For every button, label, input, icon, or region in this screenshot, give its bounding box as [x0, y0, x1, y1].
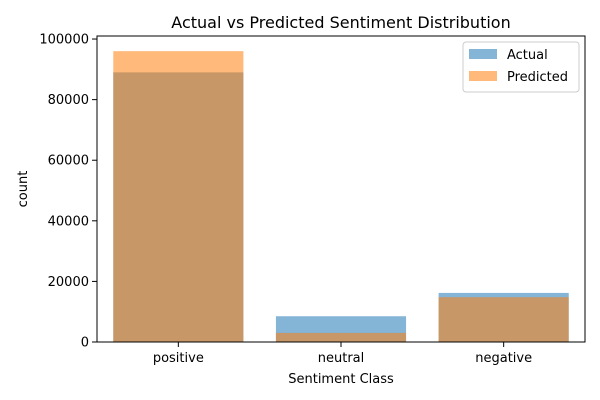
x-tick-label-negative: negative — [475, 351, 532, 366]
y-tick-label: 60000 — [48, 154, 89, 169]
bars-group — [113, 51, 569, 343]
x-tick-label-positive: positive — [153, 351, 204, 366]
x-axis-label: Sentiment Class — [288, 372, 394, 387]
x-axis: positive neutral negative — [153, 342, 532, 366]
legend: Actual Predicted — [462, 41, 580, 93]
legend-swatch-actual — [469, 49, 497, 59]
legend-label-actual: Actual — [507, 48, 548, 63]
y-tick-label: 40000 — [48, 214, 89, 229]
bar-predicted-positive — [113, 51, 244, 343]
bar-predicted-negative — [438, 297, 569, 342]
y-axis: 0 20000 40000 60000 80000 100000 — [39, 33, 97, 351]
y-tick-label: 80000 — [48, 93, 89, 108]
y-tick-label: 100000 — [39, 33, 89, 48]
chart-title: Actual vs Predicted Sentiment Distributi… — [171, 13, 510, 32]
legend-label-predicted: Predicted — [507, 70, 568, 85]
y-axis-label: count — [16, 171, 31, 208]
bar-predicted-neutral — [275, 332, 407, 342]
x-tick-label-neutral: neutral — [318, 351, 365, 366]
legend-swatch-predicted — [469, 71, 497, 81]
y-tick-label: 20000 — [48, 275, 89, 290]
plot-frame — [96, 35, 586, 343]
y-tick-label: 0 — [81, 336, 89, 351]
